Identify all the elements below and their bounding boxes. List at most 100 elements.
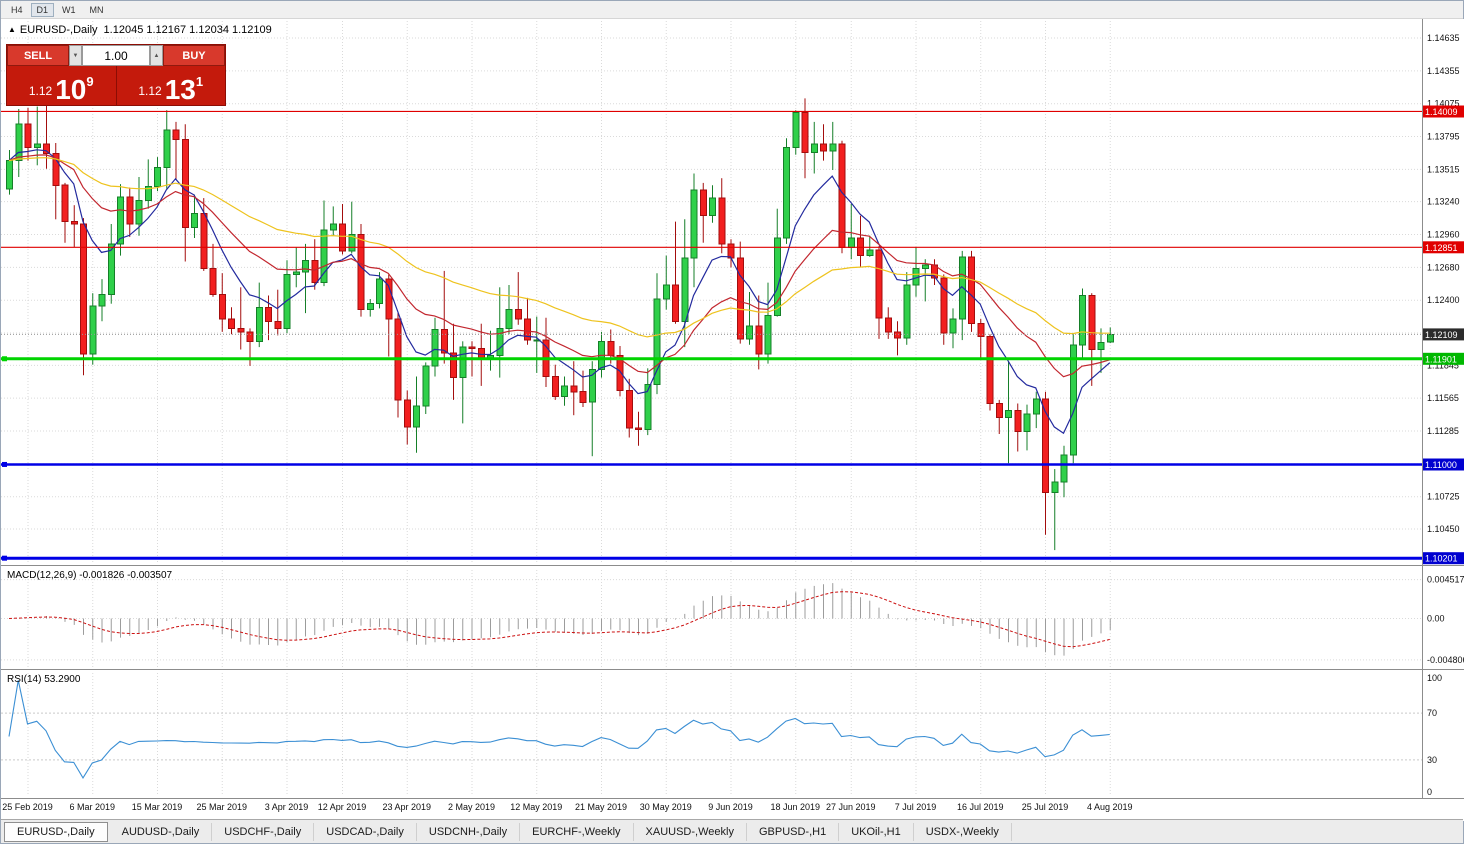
price-level-badge <box>1423 352 1464 365</box>
sell-price-display[interactable]: 1.12 10 9 <box>7 66 117 105</box>
sell-price-pipette: 9 <box>86 74 94 89</box>
date-tick-label: 25 Feb 2019 <box>2 802 53 812</box>
chart-tab-usdchf-daily[interactable]: USDCHF-,Daily <box>212 822 315 841</box>
price-tick-label: 1.13795 <box>1427 132 1460 142</box>
chart-tab-eurusd-daily[interactable]: EURUSD-,Daily <box>4 821 108 842</box>
timeframe-button-h4[interactable]: H4 <box>5 2 29 17</box>
price-level-badge <box>1423 241 1464 254</box>
macd-indicator-label: MACD(12,26,9) -0.001826 -0.003507 <box>7 570 172 581</box>
timeframe-button-mn[interactable]: MN <box>83 2 110 17</box>
price-tick-label: 1.14075 <box>1427 99 1460 109</box>
price-tick-label: 1.13240 <box>1427 197 1460 207</box>
rsi-value: 53.2900 <box>44 674 81 685</box>
triangle-down-icon: ▼ <box>72 52 79 59</box>
price-tick-label: 1.10725 <box>1427 492 1460 502</box>
chart-tab-bar: EURUSD-,Daily AUDUSD-,Daily USDCHF-,Daily U… <box>1 819 1463 843</box>
sell-price-prefix: 1.12 <box>28 84 53 98</box>
chart-tab-audusd-daily[interactable]: AUDUSD-,Daily <box>110 822 213 841</box>
chart-tab-usdx-weekly[interactable]: USDX-,Weekly <box>914 822 1012 841</box>
price-tick-label: 1.12400 <box>1427 295 1460 305</box>
timeframe-button-d1[interactable]: D1 <box>30 2 55 17</box>
chart-tab-usdcad-daily[interactable]: USDCAD-,Daily <box>314 822 417 841</box>
lot-size-input[interactable]: 1.00 <box>82 45 150 66</box>
chart-symbol-label: EURUSD-,Daily <box>19 24 98 36</box>
lot-increase-button[interactable]: ▲ <box>150 45 163 66</box>
macd-values: -0.001826 -0.003507 <box>79 570 173 581</box>
date-tick-label: 7 Jul 2019 <box>895 802 937 812</box>
date-tick-label: 21 May 2019 <box>575 802 627 812</box>
trade-quote-row: 1.12 10 9 1.12 13 1 <box>7 66 225 105</box>
chart-tab-ukoil-h1[interactable]: UKOil-,H1 <box>839 822 914 841</box>
price-level-badge-label: 1.11000 <box>1425 460 1457 470</box>
rsi-tick-label: 30 <box>1427 755 1437 765</box>
rsi-tick-label: 70 <box>1427 708 1437 718</box>
date-tick-label: 2 May 2019 <box>448 802 495 812</box>
price-tick-label: 1.12960 <box>1427 230 1460 240</box>
rsi-indicator-label: RSI(14) 53.2900 <box>7 674 80 685</box>
price-level-badge-label: 1.10201 <box>1425 554 1458 564</box>
date-tick-label: 25 Mar 2019 <box>196 802 247 812</box>
buy-price-display[interactable]: 1.12 13 1 <box>116 66 225 105</box>
price-tick-label: 1.12680 <box>1427 262 1460 272</box>
chart-tab-xauusd-weekly[interactable]: XAUUSD-,Weekly <box>634 822 747 841</box>
price-level-badge <box>1423 328 1464 341</box>
one-click-trading-panel: SELL ▼ 1.00 ▲ BUY 1.12 10 9 1.12 13 1 <box>7 45 225 105</box>
chart-tab-gbpusd-h1[interactable]: GBPUSD-,H1 <box>747 822 840 841</box>
time-axis[interactable] <box>1 798 1464 821</box>
date-tick-label: 12 Apr 2019 <box>318 802 367 812</box>
price-axis[interactable] <box>1422 19 1464 798</box>
price-level-badge-label: 1.12851 <box>1425 243 1458 253</box>
price-level-badge-label: 1.11901 <box>1425 354 1457 364</box>
macd-tick-label: 0.004517 <box>1427 575 1464 585</box>
macd-name: MACD(12,26,9) <box>7 570 77 581</box>
price-tick-label: 1.11845 <box>1427 360 1459 370</box>
price-tick-label: 1.10450 <box>1427 524 1460 534</box>
chart-title: ▲ EURUSD-,Daily 1.12045 1.12167 1.12034 1.… <box>8 24 272 36</box>
buy-button[interactable]: BUY <box>163 45 225 66</box>
date-tick-label: 30 May 2019 <box>640 802 692 812</box>
date-tick-label: 4 Aug 2019 <box>1087 802 1133 812</box>
timeframe-toolbar: H4 D1 W1 MN <box>1 1 1463 19</box>
chart-tab-eurchf-weekly[interactable]: EURCHF-,Weekly <box>520 822 634 841</box>
macd-tick-label: 0.00 <box>1427 614 1445 624</box>
chart-canvas[interactable]: 1.14635 1.14355 1.14075 1.13795 1.13515 1.132… <box>1 19 1464 821</box>
price-level-badge-label: 1.14009 <box>1425 107 1458 117</box>
date-tick-label: 12 May 2019 <box>510 802 562 812</box>
price-tick-label: 1.13515 <box>1427 164 1460 174</box>
date-tick-label: 3 Apr 2019 <box>265 802 309 812</box>
collapse-icon[interactable]: ▲ <box>8 25 16 34</box>
rsi-name: RSI(14) <box>7 674 42 685</box>
date-tick-label: 16 Jul 2019 <box>957 802 1004 812</box>
buy-price-big-digits: 13 <box>164 74 196 105</box>
price-tick-label: 1.11285 <box>1427 426 1459 436</box>
date-tick-label: 15 Mar 2019 <box>132 802 183 812</box>
date-tick-label: 18 Jun 2019 <box>770 802 820 812</box>
chart-tab-usdcnh-daily[interactable]: USDCNH-,Daily <box>417 822 521 841</box>
trade-controls-row: SELL ▼ 1.00 ▲ BUY <box>7 45 225 66</box>
date-tick-label: 9 Jun 2019 <box>708 802 753 812</box>
date-tick-label: 23 Apr 2019 <box>382 802 431 812</box>
price-level-badge <box>1423 552 1464 565</box>
price-tick-label: 1.11565 <box>1427 393 1459 403</box>
sell-button[interactable]: SELL <box>7 45 69 66</box>
price-level-badge-label: 1.12109 <box>1425 330 1458 340</box>
price-level-badge <box>1423 105 1464 118</box>
chart-ohlc-values: 1.12045 1.12167 1.12034 1.12109 <box>103 24 272 36</box>
rsi-tick-label: 0 <box>1427 787 1432 797</box>
timeframe-button-w1[interactable]: W1 <box>56 2 82 17</box>
rsi-tick-label: 100 <box>1427 673 1442 683</box>
sell-price-big-digits: 10 <box>55 74 87 105</box>
chart-window[interactable]: 1.14635 1.14355 1.14075 1.13795 1.13515 1.132… <box>1 19 1464 821</box>
macd-tick-label: -0.004806 <box>1427 655 1464 665</box>
buy-price-pipette: 1 <box>195 74 204 89</box>
price-level-badge <box>1423 458 1464 471</box>
date-tick-label: 25 Jul 2019 <box>1022 802 1069 812</box>
lot-decrease-button[interactable]: ▼ <box>69 45 82 66</box>
date-tick-label: 6 Mar 2019 <box>69 802 115 812</box>
buy-price-prefix: 1.12 <box>138 84 162 98</box>
date-tick-label: 27 Jun 2019 <box>826 802 876 812</box>
price-tick-label: 1.14355 <box>1427 66 1460 76</box>
triangle-up-icon: ▲ <box>153 52 160 59</box>
price-tick-label: 1.14635 <box>1427 33 1460 43</box>
